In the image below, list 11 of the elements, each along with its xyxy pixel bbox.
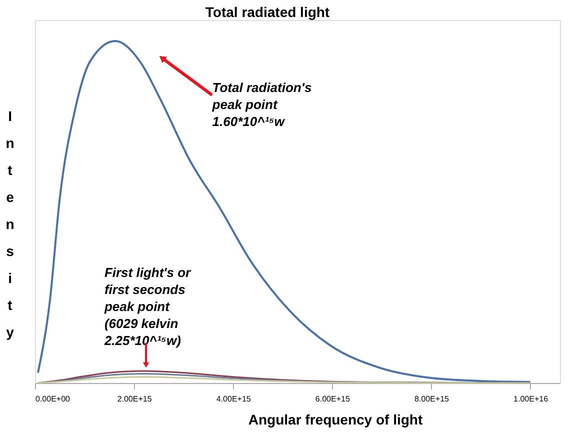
annotation: First light's or first seconds peak point (6029 kelvin 2.25*10^¹⁵w) bbox=[103, 265, 192, 348]
chart-title: Total radiated light bbox=[205, 4, 330, 20]
annotation: Total radiation's peak point 1.60*10^¹⁵w bbox=[211, 80, 312, 130]
x-tick-label: 0.00E+00 bbox=[36, 394, 71, 404]
x-tick-label: 4.00E+15 bbox=[216, 394, 252, 404]
text: Intensity bbox=[6, 108, 14, 340]
x-axis-title: Angular frequency of light bbox=[248, 412, 423, 428]
x-tick-label: 6.00E+15 bbox=[315, 394, 350, 404]
x-tick-label: 8.00E+15 bbox=[414, 394, 450, 404]
x-tick-label: 2.00E+15 bbox=[117, 394, 152, 404]
x-tick-label: 1.00E+16 bbox=[514, 394, 549, 404]
